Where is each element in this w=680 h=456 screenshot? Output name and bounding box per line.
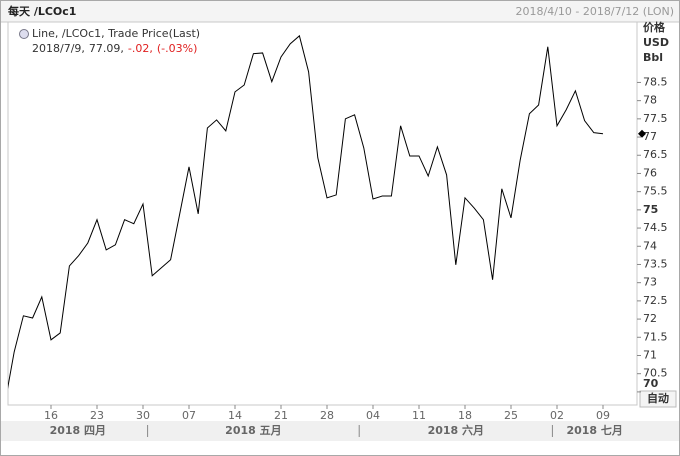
x-tick-label: 28 [320, 409, 334, 422]
y-tick-label: 78 [643, 94, 657, 107]
date-range: 2018/4/10 - 2018/7/12 (LON) [516, 5, 674, 18]
y-tick-label: 74.5 [643, 221, 668, 234]
y-tick-label: 72.5 [643, 294, 668, 307]
last-price-marker [638, 129, 646, 138]
legend-icon [19, 29, 29, 39]
x-tick-label: 18 [458, 409, 472, 422]
y-tick-label: 72 [643, 312, 657, 325]
unit-label: Bbl [643, 51, 663, 64]
month-label: 2018 五月 [225, 424, 281, 437]
readout-date: 2018/7/9, [32, 42, 85, 55]
y-tick-label: 77 [643, 130, 657, 143]
y-tick-label: 73.5 [643, 257, 668, 270]
month-label: 2018 七月 [566, 423, 622, 437]
legend-readout: 2018/7/9, 77.09, -.02, (-.03%) [32, 42, 197, 55]
x-tick-label: 21 [274, 409, 288, 422]
month-band [1, 421, 679, 441]
x-tick-label: 25 [504, 409, 518, 422]
scale-button-label[interactable]: 自动 [647, 391, 669, 405]
y-tick-label: 76.5 [643, 148, 668, 161]
x-tick-label: 16 [44, 409, 58, 422]
y-tick-label: 78.5 [643, 75, 668, 88]
y-tick-label: 70.5 [643, 367, 668, 380]
y-tick-label: 74 [643, 239, 657, 252]
y-tick-label: 70 [643, 377, 659, 390]
plot-area [7, 21, 638, 406]
y-tick-label: 71 [643, 348, 657, 361]
readout-change: -.02, [128, 42, 153, 55]
month-label: 2018 四月 [50, 424, 106, 437]
month-label: 2018 六月 [428, 423, 484, 437]
y-tick-label: 75 [643, 203, 658, 216]
y-tick-label: 76 [643, 166, 657, 179]
scale-button[interactable] [639, 390, 677, 408]
unit-label: 价格 [643, 20, 666, 34]
unit-label: USD [643, 36, 669, 49]
readout-price: 77.09, [89, 42, 124, 55]
x-tick-label: 02 [550, 409, 564, 422]
y-tick-label: 75.5 [643, 185, 668, 198]
plot-clip [8, 34, 604, 390]
chart-title: 每天 /LCOc1 [8, 4, 76, 18]
readout-change-pct: (-.03%) [157, 42, 198, 55]
header-bar [1, 1, 679, 22]
legend-label: Line, /LCOc1, Trade Price(Last) [32, 27, 200, 40]
x-tick-label: 30 [136, 409, 150, 422]
x-tick-label: 09 [596, 409, 610, 422]
x-tick-label: 23 [90, 409, 104, 422]
y-tick-label: 73 [643, 276, 657, 289]
y-tick-label: 77.5 [643, 112, 668, 125]
x-tick-label: 14 [228, 409, 242, 422]
price-line [8, 34, 604, 390]
x-tick-label: 04 [366, 409, 380, 422]
x-tick-label: 11 [412, 409, 426, 422]
y-tick-label: 71.5 [643, 330, 668, 343]
x-tick-label: 07 [182, 409, 196, 422]
